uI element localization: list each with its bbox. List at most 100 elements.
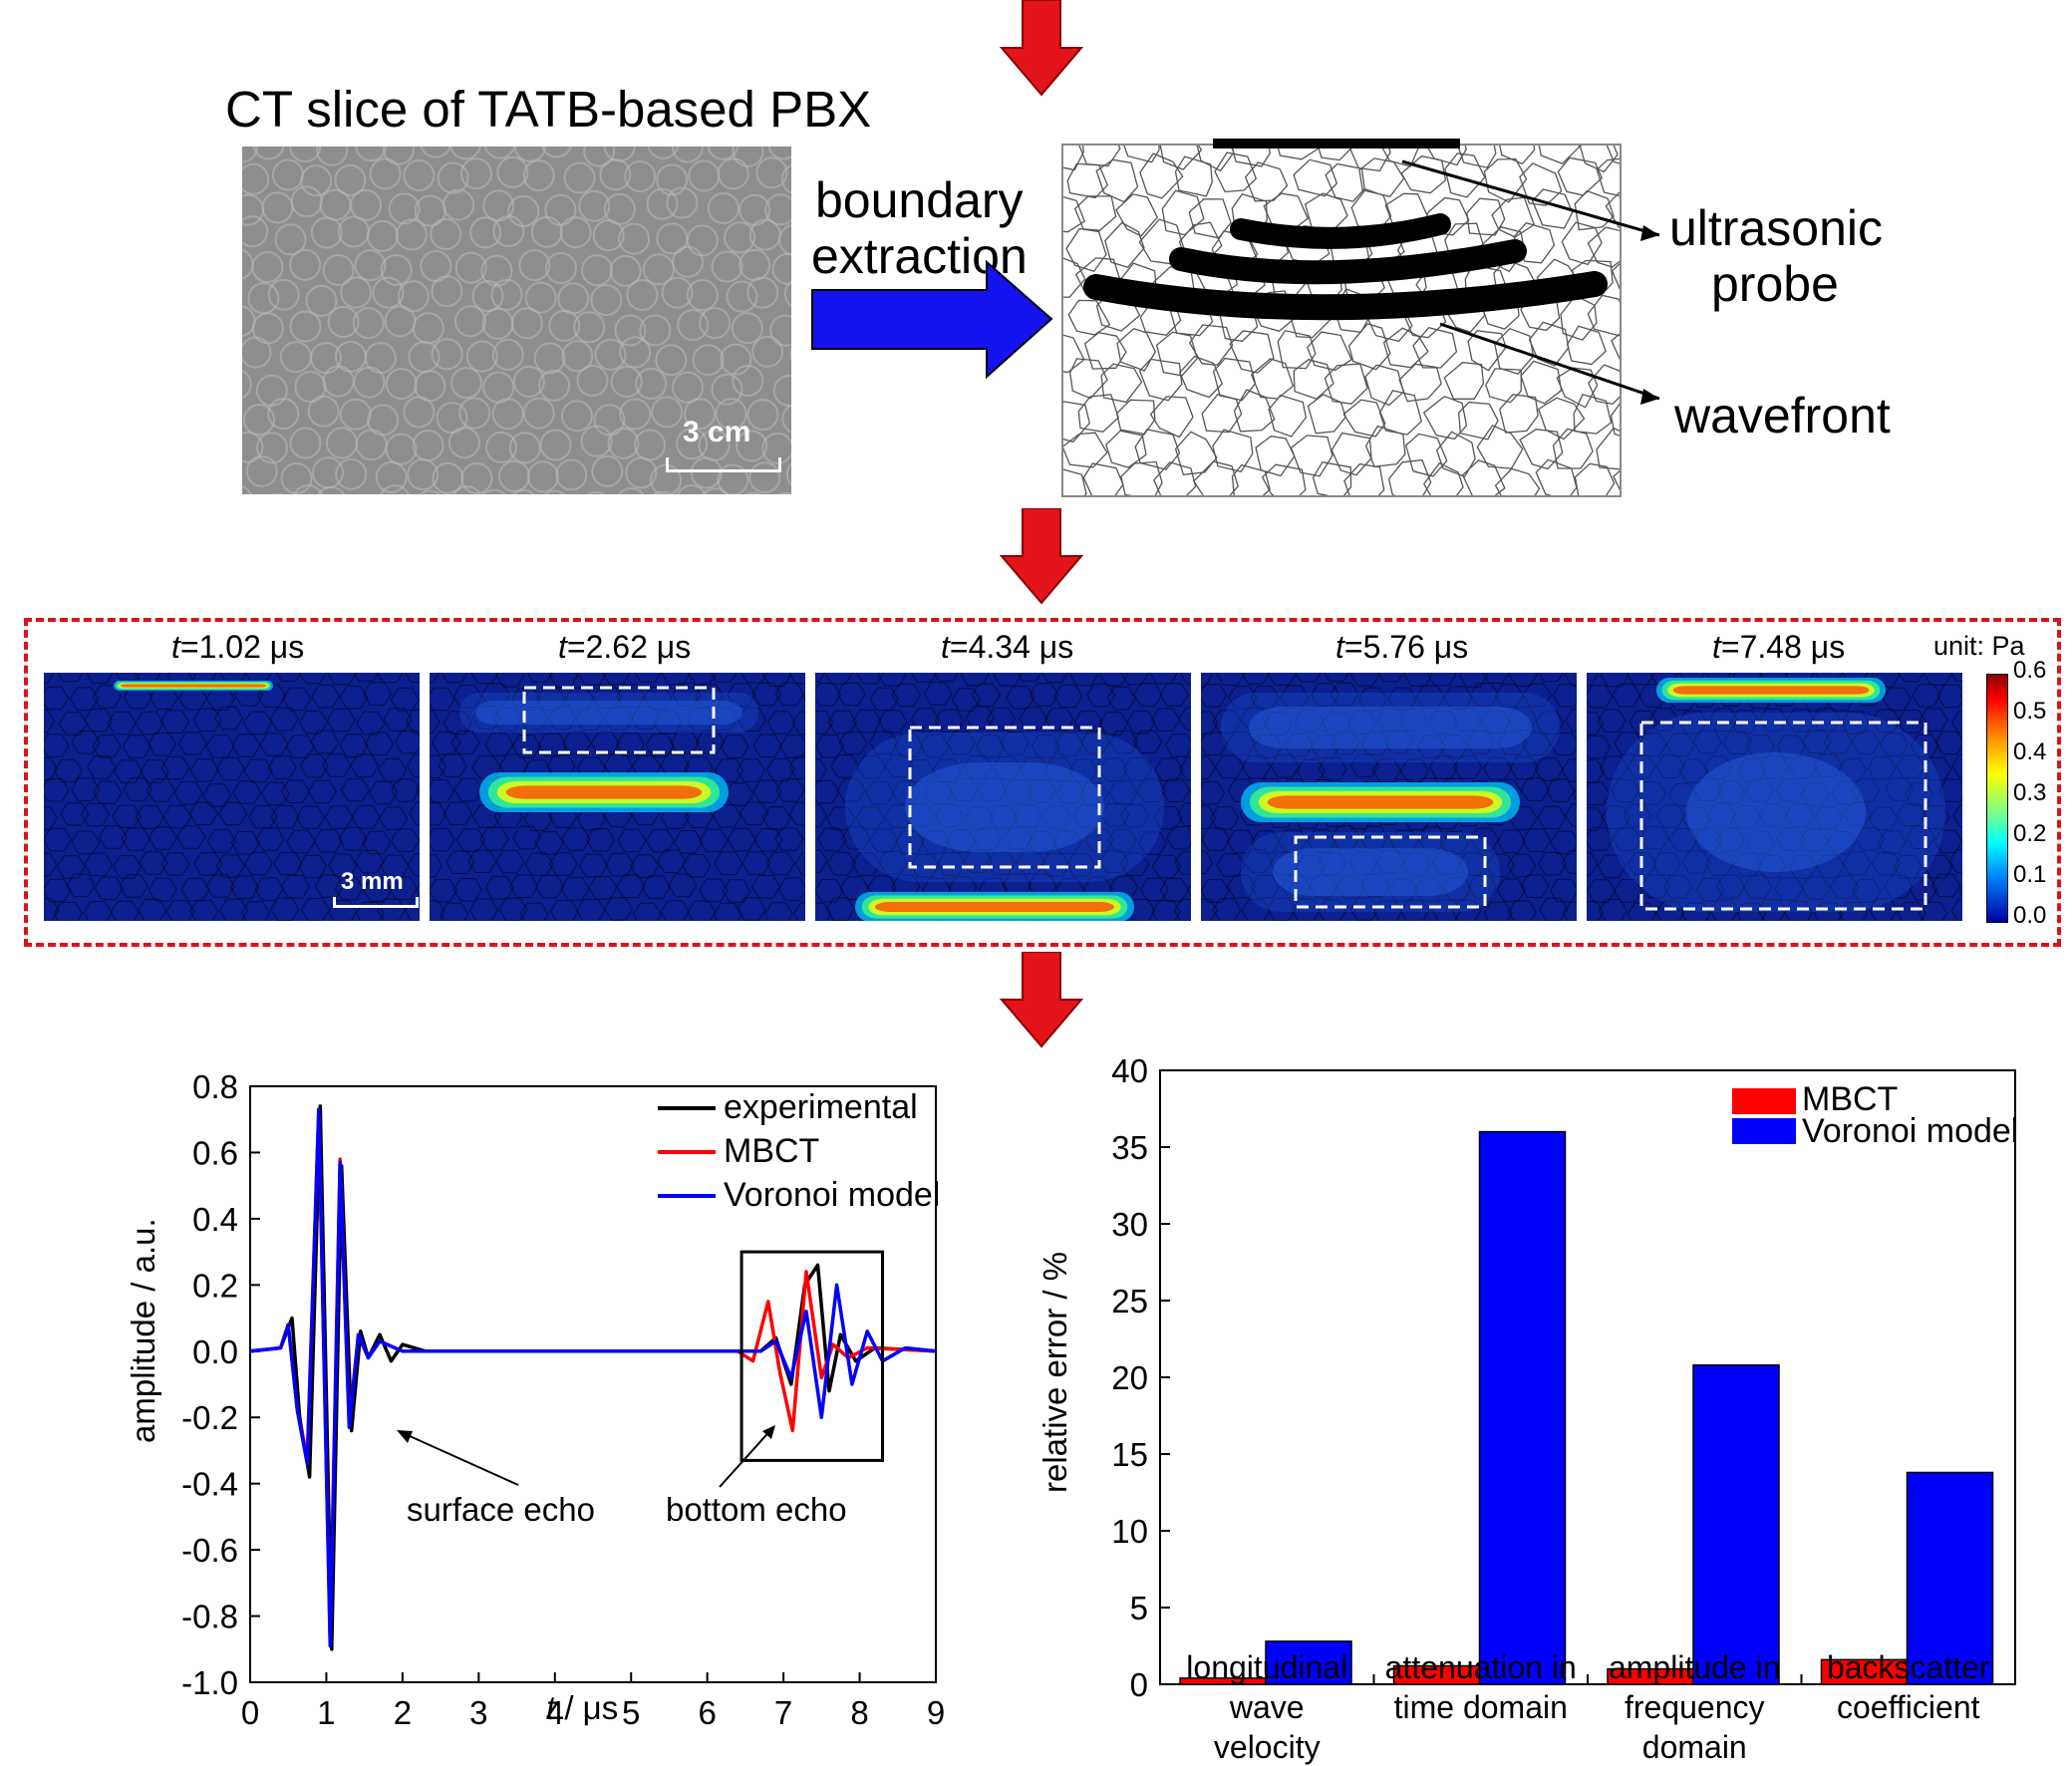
- field-grain: [1133, 730, 1163, 753]
- field-grain: [205, 874, 235, 898]
- ct-grain: [300, 164, 333, 197]
- field-grain: [44, 757, 58, 781]
- field-grain: [1534, 757, 1564, 781]
- field-grain: [775, 778, 805, 802]
- field-grain: [904, 803, 934, 827]
- field-grain: [1823, 730, 1853, 754]
- ct-grain: [586, 490, 606, 494]
- field-grain: [537, 733, 567, 757]
- field-grain: [409, 801, 420, 825]
- field-grain: [1896, 754, 1925, 779]
- field-grain: [910, 708, 940, 732]
- field-grain: [830, 754, 860, 778]
- colorbar-tick: 0.2: [2013, 820, 2047, 847]
- x-tick-label: 1: [317, 1694, 335, 1731]
- field-grain: [1788, 754, 1818, 779]
- y-tick-label: 30: [1111, 1206, 1148, 1243]
- field-grain: [1760, 754, 1790, 779]
- field-grain: [774, 827, 804, 851]
- field-grain: [93, 780, 123, 804]
- ct-grain: [732, 365, 764, 398]
- voronoi-cell: [1387, 458, 1432, 495]
- field-grain: [1031, 734, 1060, 758]
- field-grain: [1384, 730, 1414, 754]
- wavefront-2: [1169, 239, 1527, 285]
- ct-grain: [482, 371, 515, 404]
- field-grain: [1216, 673, 1246, 686]
- field-grain: [1251, 830, 1281, 854]
- field-grain: [363, 878, 393, 902]
- voronoi-cell: [1290, 435, 1333, 477]
- ct-grain: [614, 314, 647, 347]
- voronoi-cell: [1063, 257, 1086, 298]
- field-grain: [1179, 756, 1191, 781]
- field-grain: [668, 873, 698, 898]
- field-grain: [1201, 755, 1217, 779]
- field-grain: [1307, 829, 1336, 853]
- y-tick-label: -0.4: [181, 1466, 238, 1503]
- pressure-band: [459, 693, 758, 733]
- field-grain: [1098, 712, 1128, 736]
- field-grain: [751, 682, 781, 707]
- field-grain: [1587, 759, 1606, 783]
- field-grain: [852, 709, 882, 734]
- field-grain: [1546, 778, 1576, 802]
- field-grain: [993, 673, 1023, 687]
- field-grain: [1736, 757, 1766, 782]
- field-grain: [1027, 778, 1056, 803]
- field-grain: [1331, 825, 1360, 849]
- ct-grain: [412, 312, 444, 345]
- field-grain: [243, 711, 273, 736]
- bar-legend-mbct: MBCT: [1802, 1080, 1899, 1118]
- ct-grain: [511, 488, 535, 494]
- field-grain: [255, 827, 285, 851]
- field-grain: [1565, 803, 1577, 827]
- field-grain: [815, 673, 825, 683]
- bar-voronoi-model: [1265, 1640, 1352, 1685]
- field-grain: [177, 732, 207, 755]
- field-grain: [1776, 735, 1806, 759]
- field-grain: [440, 902, 469, 921]
- field-grain: [1160, 778, 1190, 802]
- field-grain: [430, 754, 446, 778]
- field-grain: [1154, 757, 1184, 781]
- ct-grain: [460, 461, 493, 494]
- field-grain: [256, 684, 287, 708]
- colorbar-tick: 0.5: [2013, 698, 2047, 725]
- field-grain: [1722, 731, 1752, 754]
- field-grain: [1398, 708, 1428, 732]
- field-grain: [727, 827, 756, 852]
- ct-grain: [543, 489, 566, 494]
- field-grain: [1816, 854, 1846, 879]
- y-tick-label: 0.8: [192, 1068, 238, 1105]
- field-grain: [44, 778, 70, 802]
- field-grain: [299, 753, 329, 778]
- voronoi-cell: [1149, 396, 1194, 439]
- ct-grain: [242, 215, 269, 248]
- field-grain: [300, 898, 330, 921]
- ct-grain: [382, 147, 415, 165]
- mm-scale-bar: [333, 897, 419, 908]
- field-grain: [1550, 732, 1577, 756]
- field-grain: [248, 805, 278, 829]
- field-grain: [1951, 710, 1962, 735]
- ct-grain: [599, 158, 632, 191]
- ct-grain: [242, 162, 270, 195]
- field-grain: [1250, 686, 1280, 710]
- boundary-label: boundary: [815, 172, 1024, 228]
- ct-grain: [498, 459, 531, 492]
- field-grain: [1852, 879, 1882, 903]
- ct-grain: [242, 248, 254, 280]
- field-grain: [578, 853, 608, 878]
- ct-grain: [430, 217, 462, 250]
- voronoi-cell: [1083, 332, 1127, 370]
- field-grain: [1201, 732, 1228, 755]
- ct-grain: [707, 191, 740, 224]
- voronoi-cell: [1519, 429, 1564, 470]
- voronoi-cell: [1104, 221, 1145, 268]
- field-grain: [479, 826, 509, 851]
- field-grain: [727, 683, 756, 707]
- ct-grain: [469, 216, 502, 249]
- voronoi-cell: [1520, 360, 1563, 405]
- ct-grain: [746, 399, 779, 432]
